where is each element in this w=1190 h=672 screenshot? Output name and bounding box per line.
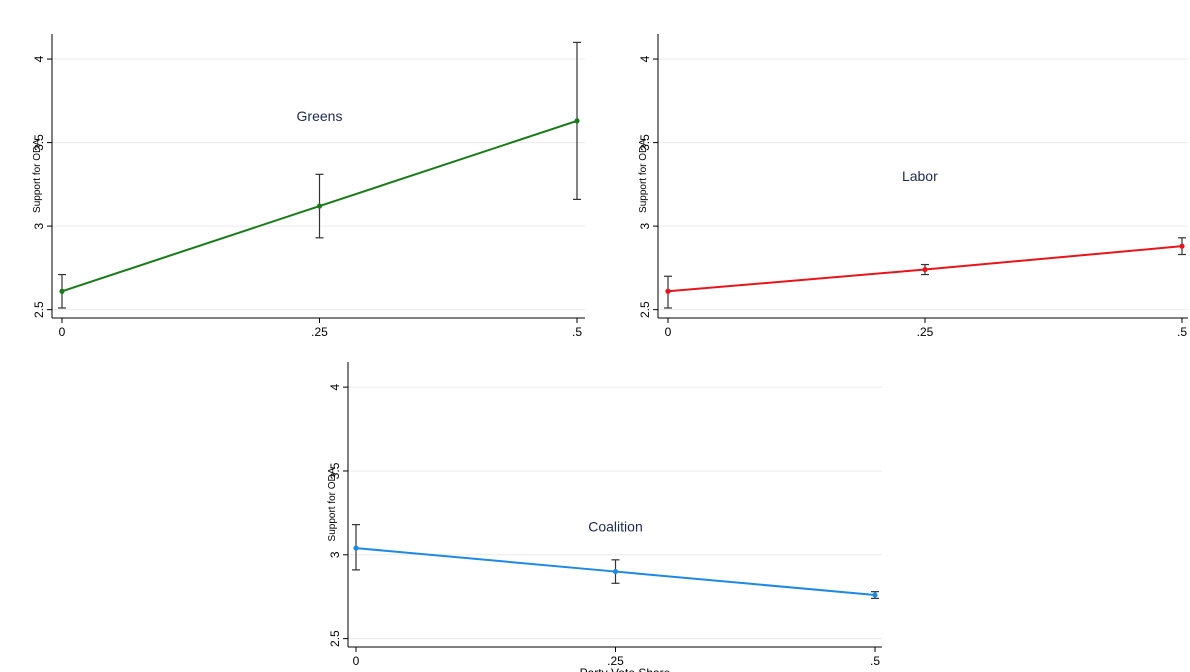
data-point: [316, 203, 323, 209]
y-tick-label: 3.5: [328, 462, 342, 479]
data-point: [574, 118, 580, 124]
data-point: [353, 545, 359, 551]
y-tick-label: 3: [328, 551, 342, 558]
y-tick-label: 3: [32, 222, 46, 229]
x-tick-label: .5: [1177, 325, 1187, 339]
y-tick-label: 3.5: [32, 134, 46, 151]
data-point: [1179, 243, 1185, 249]
y-tick-label: 2.5: [32, 301, 46, 318]
data-point: [59, 288, 65, 294]
panel-greens: 2.5 3 3.5 4 0 .25 .5 Support for ODA Greens: [32, 34, 585, 339]
y-tick-label: 3: [638, 222, 652, 229]
y-axis-title: Support for ODA: [638, 139, 649, 213]
data-point: [922, 266, 928, 273]
x-tick-label: 0: [665, 325, 672, 339]
x-tick-label: 0: [59, 325, 66, 339]
y-tick-label: 2.5: [638, 301, 652, 318]
x-tick-label: .5: [572, 325, 582, 339]
panel-label: Labor: [902, 168, 938, 184]
plot-area: [52, 34, 585, 318]
x-tick-label: .5: [870, 654, 880, 668]
plot-area: [348, 362, 882, 647]
y-tick-label: 2.5: [328, 630, 342, 647]
y-tick-label: 4: [328, 383, 342, 390]
y-tick-label: 4: [638, 55, 652, 62]
y-tick-label: 3.5: [638, 134, 652, 151]
x-tick-label: .25: [311, 325, 328, 339]
panel-label: Greens: [297, 108, 343, 124]
x-tick-label: .25: [607, 654, 624, 668]
y-axis-title: Support for ODA: [32, 139, 43, 213]
data-point: [872, 592, 878, 598]
x-axis-title: Party Vote Share: [580, 666, 671, 672]
x-tick-label: 0: [353, 654, 360, 668]
y-tick-label: 4: [32, 55, 46, 62]
panel-labor: 2.5 3 3.5 4 0 .25 .5 Support for ODA Labor: [638, 34, 1188, 339]
data-point: [612, 568, 619, 575]
y-axis-title: Support for ODA: [327, 467, 338, 541]
x-tick-label: .25: [917, 325, 934, 339]
panel-coalition: 2.5 3 3.5 4 0 .25 .5 Support for ODA Party Vote …: [327, 362, 882, 672]
panel-label: Coalition: [588, 518, 642, 534]
data-point: [665, 288, 671, 294]
